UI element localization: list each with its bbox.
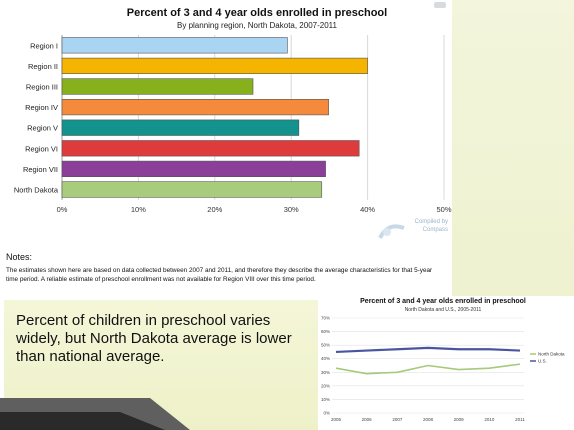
x-tick-label: 2006: [362, 417, 373, 422]
x-tick-label: 10%: [131, 205, 146, 214]
category-label: Region VII: [23, 165, 58, 174]
y-tick-label: 10%: [321, 397, 330, 402]
line-chart-svg: 0% 10% 20% 30% 40% 50% 60% 70% 2005 2006 2007 2008 2…: [321, 316, 565, 423]
y-tick-label: 20%: [321, 383, 330, 388]
small-line-chart: Percent of 3 and 4 year olds enrolled in…: [312, 296, 574, 430]
category-label: Region IV: [25, 103, 58, 112]
category-label: Region I: [30, 41, 58, 50]
bar[interactable]: [61, 140, 360, 157]
bar[interactable]: [61, 78, 254, 95]
y-tick-label: 70%: [321, 316, 330, 321]
x-tick-label: 40%: [360, 205, 375, 214]
y-tick-label: 50%: [321, 343, 330, 348]
small-chart-subtitle: North Dakota and U.S., 2005-2011: [404, 307, 482, 313]
bar[interactable]: [61, 57, 368, 74]
bar[interactable]: [61, 37, 288, 54]
compiled-by-org: Compass: [422, 227, 448, 233]
x-tick-label: 2008: [423, 417, 434, 422]
bar[interactable]: [61, 99, 329, 116]
notes-text: The estimates shown here are based on da…: [6, 267, 433, 283]
category-label: Region III: [26, 83, 58, 92]
series-line[interactable]: [335, 363, 521, 375]
decorative-chevron-shape: [0, 398, 190, 430]
notes-heading: Notes:: [6, 252, 33, 262]
category-label: North Dakota: [14, 186, 59, 195]
compass-logo-icon: [378, 224, 405, 239]
category-label: Region II: [28, 62, 58, 71]
x-tick-label: 50%: [436, 205, 451, 214]
legend-label: U.S.: [538, 359, 547, 364]
y-tick-label: 30%: [321, 370, 330, 375]
small-chart-title: Percent of 3 and 4 year olds enrolled in…: [360, 298, 526, 305]
bar-chart-svg: 0% 10% 20% 30% 40% 50% Region I Region II Region…: [14, 35, 452, 214]
chart-menu-icon[interactable]: [434, 2, 446, 8]
chart-title: Percent of 3 and 4 year olds enrolled in…: [126, 7, 388, 19]
category-label: Region V: [27, 124, 58, 133]
y-tick-label: 60%: [321, 329, 330, 334]
x-tick-label: 0%: [57, 205, 68, 214]
bar[interactable]: [61, 119, 300, 136]
x-tick-label: 2009: [454, 417, 465, 422]
compiled-by-label: Compiled by Compass: [396, 218, 448, 234]
category-label: Region VI: [25, 144, 58, 153]
x-tick-label: 30%: [284, 205, 299, 214]
chart-subtitle: By planning region, North Dakota, 2007-2…: [177, 21, 337, 30]
bar[interactable]: [61, 181, 323, 198]
y-tick-label: 0%: [323, 411, 330, 416]
series-line[interactable]: [335, 346, 521, 354]
main-bar-chart: Percent of 3 and 4 year olds enrolled in…: [6, 2, 452, 283]
x-tick-label: 2011: [515, 417, 525, 422]
x-tick-label: 2007: [392, 417, 403, 422]
right-background-panel: [452, 0, 574, 300]
callout-box: Percent of children in preschool varies …: [0, 300, 318, 430]
callout-text: Percent of children in preschool varies …: [16, 312, 292, 365]
bar[interactable]: [61, 160, 326, 178]
compiled-by-line: Compiled by: [414, 219, 448, 225]
x-tick-label: 2010: [484, 417, 495, 422]
x-tick-label: 2005: [331, 417, 342, 422]
legend-label: North Dakota: [538, 352, 565, 357]
x-tick-label: 20%: [207, 205, 222, 214]
y-tick-label: 40%: [321, 356, 330, 361]
